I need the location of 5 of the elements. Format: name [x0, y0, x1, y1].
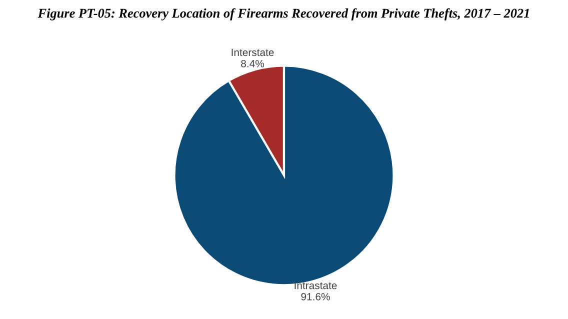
data-label: 8.4%: [241, 60, 264, 68]
slice-label: Interstate: [232, 48, 274, 56]
slice-label: Intrastate: [294, 282, 337, 290]
data-label: 91.6%: [301, 293, 330, 300]
chart-title: Figure PT-05: Recovery Location of Firearms Recovered from Private Thefts, 2017 – 2021: [38, 8, 529, 20]
